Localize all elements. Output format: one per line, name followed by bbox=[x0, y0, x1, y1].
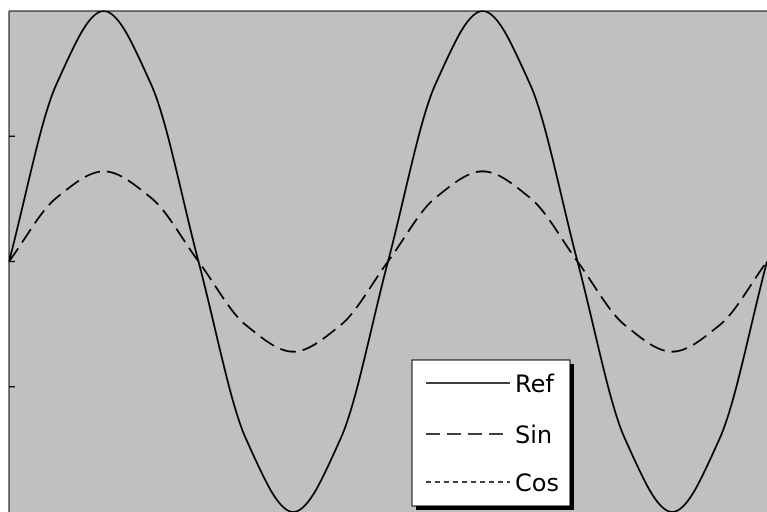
legend-label-sin: Sin bbox=[515, 421, 552, 449]
legend: Ref Sin Cos bbox=[411, 359, 574, 510]
series-line-sin bbox=[8, 170, 767, 353]
legend-label-cos: Cos bbox=[515, 469, 559, 497]
series-lines bbox=[8, 10, 767, 512]
legend-label-ref: Ref bbox=[515, 370, 554, 398]
